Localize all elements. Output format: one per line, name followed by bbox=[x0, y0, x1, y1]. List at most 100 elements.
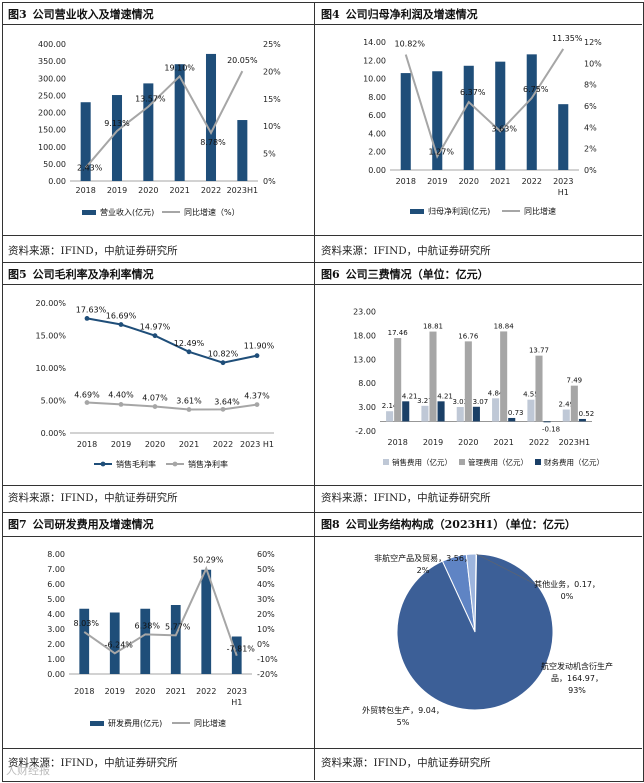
pie-label: 其他业务，0.17， bbox=[534, 579, 600, 589]
pie-label: 非航空产品及贸易，3.56， bbox=[374, 553, 472, 563]
pie-label: 外贸转包生产，9.04， bbox=[362, 705, 444, 715]
data-label: 0.52 bbox=[579, 410, 595, 418]
x-tick-label: 2023H1 bbox=[227, 186, 258, 195]
figure-title: 公司业务结构构成（2023H1）（单位：亿元） bbox=[345, 518, 576, 531]
grid-divider-row3-title-bottom bbox=[2, 536, 642, 537]
panel-title: 图8 公司业务结构构成（2023H1）（单位：亿元） bbox=[321, 516, 576, 532]
x-tick-label: 2023 bbox=[553, 177, 573, 186]
data-label: 11.90% bbox=[244, 342, 275, 351]
bar bbox=[464, 341, 472, 422]
x-tick-label: 2021 bbox=[493, 438, 513, 447]
grid-divider-row1-top bbox=[2, 24, 642, 25]
chart-fig5: 0.00% 5.00% 10.00% 15.00% 20.00% 2018 2019 2020… bbox=[35, 299, 275, 469]
x-tick-label: 2020 bbox=[135, 687, 155, 696]
figure-number: 图5 bbox=[8, 268, 27, 281]
data-label: 4.69% bbox=[74, 391, 100, 400]
legend-swatch-marker bbox=[100, 461, 106, 467]
growth-data-label: 3.63% bbox=[492, 124, 518, 133]
bar bbox=[570, 385, 578, 422]
source-note: 资料来源：IFIND，中航证券研究所 bbox=[321, 245, 491, 257]
y-right-tick-label: 50% bbox=[257, 565, 275, 574]
data-label: 2.49 bbox=[558, 401, 574, 409]
bar bbox=[201, 569, 212, 674]
y-right-tick-label: 10% bbox=[257, 625, 275, 634]
y-left-tick-label: 10.00 bbox=[363, 75, 386, 84]
data-label: 18.81 bbox=[423, 323, 443, 331]
x-tick-label: 2023 H1 bbox=[240, 440, 274, 449]
data-label: 18.84 bbox=[494, 322, 515, 330]
data-label: 4.21 bbox=[437, 392, 453, 400]
pie-leader-line bbox=[476, 553, 538, 586]
figure-title: 公司归母净利润及增速情况 bbox=[345, 8, 478, 21]
growth-line bbox=[84, 70, 244, 169]
legend-label: 销售净利率 bbox=[188, 459, 228, 469]
panel-title: 图3 公司营业收入及增速情况 bbox=[8, 6, 154, 22]
bar bbox=[472, 406, 480, 422]
y-right-tick-label: 20% bbox=[257, 610, 275, 619]
source-note: 资料来源：IFIND，中航证券研究所 bbox=[321, 492, 491, 504]
x-tick-label: 2020 bbox=[459, 177, 479, 186]
panel-title: 图5 公司毛利率及净利率情况 bbox=[8, 266, 154, 282]
y-right-tick-label: 10% bbox=[263, 122, 281, 131]
grid-divider-row2-bottom bbox=[2, 485, 642, 486]
y-left-tick-label: 0.00 bbox=[48, 177, 66, 186]
y-tick-label: 0.00% bbox=[41, 429, 67, 438]
data-label: 0.73 bbox=[508, 409, 524, 417]
bar bbox=[402, 401, 410, 422]
legend-label: 销售费用（亿元） bbox=[392, 457, 452, 467]
x-tick-label: 2018 bbox=[75, 186, 95, 195]
chart-fig7: 0.00 1.00 2.00 3.00 4.00 5.00 6.00 7.00 8.00 -20%… bbox=[47, 550, 278, 728]
data-label: 4.21 bbox=[402, 392, 418, 400]
growth-data-label: 1.27% bbox=[429, 147, 455, 156]
series-marker bbox=[118, 322, 124, 327]
legend-swatch bbox=[459, 459, 465, 465]
x-tick-label: 2019 bbox=[107, 186, 127, 195]
bar bbox=[578, 418, 586, 422]
y-right-tick-label: 2% bbox=[584, 145, 597, 154]
y-right-tick-label: 60% bbox=[257, 550, 275, 559]
growth-data-label: 6.37% bbox=[460, 88, 486, 97]
legend-label: 同比增速 bbox=[524, 206, 556, 216]
growth-data-label: 19.10% bbox=[164, 63, 195, 72]
legend-label: 归母净利润(亿元) bbox=[428, 206, 490, 216]
bar bbox=[79, 608, 90, 674]
y-right-tick-label: 40% bbox=[257, 580, 275, 589]
y-right-tick-label: 4% bbox=[584, 123, 597, 132]
y-right-tick-label: 20% bbox=[263, 67, 281, 76]
series-line bbox=[86, 401, 258, 411]
bar bbox=[526, 54, 537, 170]
bar bbox=[170, 605, 181, 674]
x-tick-label: 2021 bbox=[490, 177, 510, 186]
y-tick-label: 13.00 bbox=[353, 355, 376, 364]
grid-divider-row3-title-top bbox=[2, 512, 642, 513]
y-left-tick-label: 5.00 bbox=[47, 595, 65, 604]
series-marker bbox=[220, 360, 226, 366]
y-right-tick-label: 12% bbox=[584, 38, 602, 47]
y-left-tick-label: 4.00 bbox=[368, 129, 386, 138]
y-tick-label: 18.00 bbox=[353, 331, 376, 340]
grid-divider-row2-title-bottom bbox=[2, 284, 642, 285]
x-tick-label: 2022 bbox=[522, 177, 542, 186]
figure-title: 公司研发费用及增速情况 bbox=[32, 518, 154, 531]
data-label: 4.40% bbox=[108, 390, 134, 399]
grid-divider-row3-bottom bbox=[2, 748, 642, 749]
bar bbox=[421, 405, 429, 422]
grid-divider-row2-title-top bbox=[2, 262, 642, 263]
x-tick-label: 2019 bbox=[111, 440, 131, 449]
bar bbox=[174, 64, 185, 181]
y-left-tick-label: 4.00 bbox=[47, 610, 65, 619]
bar bbox=[495, 61, 506, 170]
data-label: 4.84 bbox=[488, 389, 504, 397]
x-tick-label: 2018 bbox=[74, 687, 94, 696]
x-tick-label: 2020 bbox=[138, 186, 158, 195]
grid-divider-row1-bottom bbox=[2, 235, 642, 236]
x-tick-label: 2021 bbox=[169, 186, 189, 195]
x-tick-label: 2018 bbox=[396, 177, 416, 186]
panel-title: 图6 公司三费情况（单位：亿元） bbox=[321, 266, 489, 282]
y-tick-label: 15.00% bbox=[35, 332, 66, 341]
y-left-tick-label: 350.00 bbox=[38, 57, 66, 66]
series-marker bbox=[118, 402, 124, 407]
source-note: 资料来源：IFIND，中航证券研究所 bbox=[8, 245, 178, 257]
y-left-tick-label: 0.00 bbox=[368, 166, 386, 175]
series-marker bbox=[220, 406, 226, 412]
